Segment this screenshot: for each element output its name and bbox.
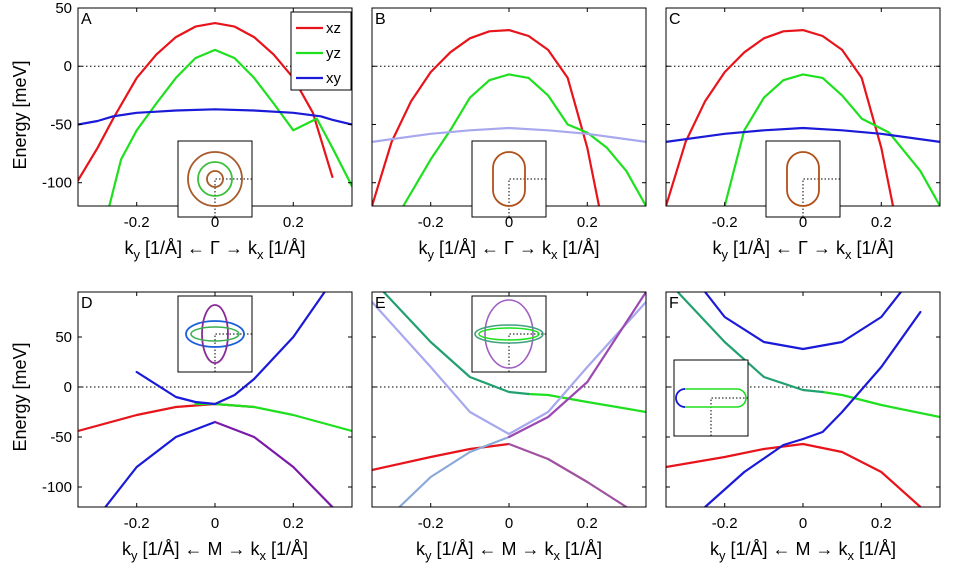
series-yz [821, 390, 940, 419]
panel-label: A [81, 11, 92, 28]
series-xy-lower-right [801, 310, 922, 441]
xtick-label: 0.2 [283, 515, 304, 532]
series-yz [194, 402, 352, 433]
ytick-label: -50 [50, 429, 72, 446]
xtick-label: -0.2 [712, 214, 738, 231]
ytick-label: 0 [64, 379, 72, 396]
series-xy [78, 108, 352, 126]
panel-F: -0.2 0 0.2 F [665, 291, 941, 532]
ylabel-bottom: Energy [meV] [10, 342, 30, 451]
series-xz [372, 442, 511, 472]
ytick-label: 50 [55, 329, 72, 346]
legend-label-yz: yz [326, 45, 341, 62]
fermi-inset [471, 140, 547, 218]
xtick-label: 0 [799, 515, 807, 532]
xlabel: ky [1/Å] ← M → kx [1/Å] [416, 539, 602, 563]
xlabel: ky [1/Å] ← Γ → kx [1/Å] [125, 238, 306, 262]
series-xy-lower-left [703, 437, 805, 507]
fermi-inset [673, 359, 749, 437]
legend-label-xz: xz [326, 20, 341, 37]
xtick-label: 0.2 [283, 214, 304, 231]
xtick-label: 0 [211, 515, 219, 532]
fermi-inset [177, 140, 253, 218]
panel-label: D [81, 295, 93, 312]
xtick-label: 0 [505, 515, 513, 532]
panel-label: E [375, 295, 386, 312]
series-xy [666, 126, 940, 143]
panel-D: -0.2 0 0.2 50 0 -50 -100 D [42, 291, 353, 532]
series-yz-inner [108, 48, 352, 206]
ytick-label: -100 [42, 479, 72, 496]
series-xz-right [507, 442, 628, 507]
series-xy-lower-left [398, 435, 511, 507]
xlabels-bottom: ky [1/Å] ← M → kx [1/Å] ky [1/Å] ← M → kx… [122, 539, 896, 563]
ytick-label: -50 [50, 116, 72, 133]
series-xy-faint [372, 126, 646, 143]
xtick-label: -0.2 [712, 515, 738, 532]
xlabel: ky [1/Å] ← M → kx [1/Å] [122, 539, 308, 563]
xlabel: ky [1/Å] ← Γ → kx [1/Å] [713, 238, 894, 262]
xtick-label: 0 [505, 214, 513, 231]
ytick-label: 0 [64, 58, 72, 75]
xlabels-top: ky [1/Å] ← Γ → kx [1/Å] ky [1/Å] ← Γ → kx… [125, 238, 894, 262]
panel-B: -0.2 0 0.2 B [371, 7, 647, 231]
xlabel: ky [1/Å] ← M → kx [1/Å] [710, 539, 896, 563]
ylabel-top: Energy [meV] [10, 60, 30, 169]
series-yz-left [676, 292, 824, 394]
series-xz [372, 29, 601, 206]
panel-label: C [669, 11, 681, 28]
ytick-label: 50 [55, 0, 72, 17]
xtick-label: 0.2 [871, 515, 892, 532]
legend: xz yz xy [290, 11, 352, 91]
series-xz [666, 442, 922, 507]
series-xy-lower-left [104, 420, 217, 507]
xtick-label: -0.2 [124, 515, 150, 532]
panel-A: -0.2 0 0.2 50 0 -50 -100 Axz yz xy [42, 0, 353, 231]
xtick-label: 0.2 [577, 214, 598, 231]
xtick-label: -0.2 [418, 214, 444, 231]
legend-label-xy: xy [326, 70, 342, 87]
series-xz [666, 29, 895, 206]
series-xy-faint [372, 300, 646, 436]
fermi-inset [765, 140, 841, 218]
xlabel: ky [1/Å] ← Γ → kx [1/Å] [419, 238, 600, 262]
series-yz [402, 73, 646, 206]
series-xy-lower-right [213, 420, 334, 507]
xtick-label: 0 [799, 214, 807, 231]
series-yz [527, 392, 646, 414]
xtick-label: 0.2 [577, 515, 598, 532]
series-xy-upper [703, 292, 903, 351]
xtick-label: 0.2 [871, 214, 892, 231]
series-yz-left [382, 292, 530, 396]
fermi-inset [177, 295, 253, 373]
panel-E: -0.2 0 0.2 E [371, 291, 647, 532]
panel-label: B [375, 11, 386, 28]
ytick-label: -100 [42, 175, 72, 192]
xtick-label: 0 [211, 214, 219, 231]
series-xz-outer [78, 22, 334, 182]
series-yz [723, 73, 940, 206]
series-xy-right [507, 292, 646, 439]
panel-C: -0.2 0 0.2 C [665, 7, 941, 231]
series-xy-upper [135, 292, 326, 406]
panels: -0.2 0 0.2 50 0 -50 -100 Axz yz xy -0.2 0 0.2 B -0.2 0 0… [42, 0, 941, 532]
xtick-label: -0.2 [418, 515, 444, 532]
xtick-label: -0.2 [124, 214, 150, 231]
panel-label: F [669, 295, 679, 312]
fermi-inset [471, 295, 547, 373]
